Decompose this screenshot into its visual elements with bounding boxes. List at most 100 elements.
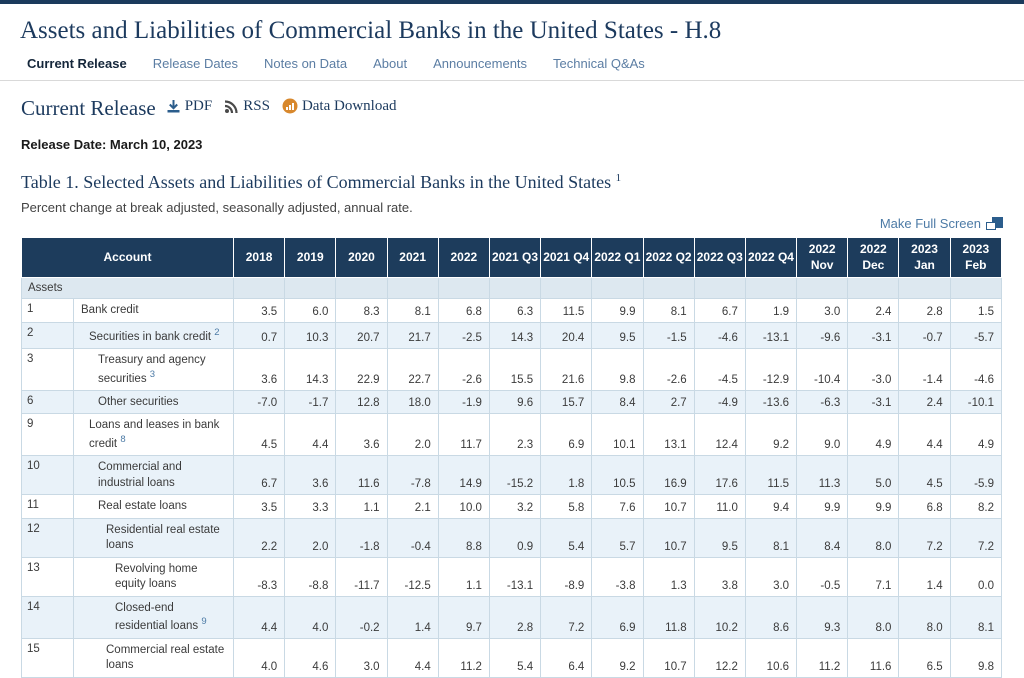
value-cell: -0.4 — [386, 517, 439, 558]
footnote-link[interactable]: 3 — [149, 368, 156, 380]
tab-technical-q-as[interactable]: Technical Q&As — [553, 56, 645, 71]
value-cell: 2.0 — [284, 517, 337, 558]
value-cell: 14.3 — [284, 348, 337, 391]
value-cell: -9.6 — [796, 321, 849, 350]
value-cell: 2.8 — [898, 298, 951, 323]
value-cell: 21.6 — [540, 348, 593, 391]
table-row-closed-end-residential-loans: 14 Closed-end residential loans 9 4.4 4.0 -0… — [21, 595, 1003, 639]
value-cell: 10.1 — [591, 413, 644, 457]
value-cell: -13.1 — [488, 556, 542, 597]
value-cell: 1.4 — [386, 595, 439, 639]
table-row-treasury-and-agency-securities: 3 Treasury and agency securities 3 3.6 14.3… — [21, 348, 1003, 391]
value-cell: 4.4 — [898, 413, 951, 457]
value-cell: 3.8 — [693, 556, 746, 597]
value-cell: 10.7 — [642, 517, 695, 558]
data-download-link[interactable]: Data Download — [282, 98, 397, 115]
account-cell: Bank credit — [73, 298, 234, 323]
tab-release-dates[interactable]: Release Dates — [152, 56, 238, 71]
value-cell: 8.6 — [744, 595, 798, 639]
value-cell: 3.6 — [335, 413, 388, 457]
value-cell: 8.4 — [591, 389, 644, 415]
value-cell: -15.2 — [488, 455, 542, 496]
value-cell: 11.2 — [796, 637, 849, 678]
value-cell: -4.6 — [949, 348, 1003, 391]
data-download-label: Data Download — [301, 97, 397, 114]
value-cell: 1.9 — [744, 298, 798, 323]
make-full-screen-link[interactable]: Make Full Screen — [880, 216, 1003, 231]
value-cell: 11.0 — [693, 494, 746, 519]
row-number-cell: 10 — [21, 455, 74, 496]
footnote-link[interactable]: 9 — [201, 616, 207, 628]
value-cell: 2.7 — [642, 389, 695, 415]
value-cell: -3.0 — [847, 348, 900, 391]
value-cell: -11.7 — [335, 556, 388, 597]
value-cell: 9.3 — [796, 595, 849, 639]
table-row-real-estate-loans: 11 Real estate loans 3.5 3.3 1.1 2.1 10.0 3.2 5.… — [21, 494, 1003, 519]
title-footnote-link[interactable]: 1 — [615, 172, 622, 184]
value-cell: -4.9 — [693, 389, 746, 415]
pdf-link[interactable]: PDF — [166, 98, 212, 115]
footnote-link[interactable]: 8 — [120, 433, 126, 445]
value-cell: 5.0 — [847, 455, 900, 496]
col-header-2022-q4: 2022 Q4 — [744, 236, 798, 279]
value-cell: 6.5 — [898, 637, 951, 678]
download-icon — [166, 99, 181, 114]
value-cell: 7.1 — [847, 556, 900, 597]
section-empty-cell — [693, 277, 746, 300]
tab-announcements[interactable]: Announcements — [433, 56, 528, 71]
value-cell: 4.4 — [284, 413, 337, 457]
value-cell: 5.8 — [540, 494, 593, 519]
value-cell: 22.7 — [386, 348, 439, 391]
section-label: Assets — [21, 277, 234, 300]
footnote-link[interactable]: 2 — [214, 326, 220, 338]
value-cell: 9.0 — [796, 413, 849, 457]
table-row-commercial-real-estate-loans: 15 Commercial real estate loans 4.0 4.6 3.0 4… — [21, 637, 1003, 678]
table-row-bank-credit: 1 Bank credit 3.5 6.0 8.3 8.1 6.8 6.3 11.5 9.9 8.1… — [21, 298, 1003, 323]
section-empty-cell — [540, 277, 593, 300]
rss-icon — [224, 99, 239, 114]
value-cell: 7.2 — [898, 517, 951, 558]
value-cell: 3.0 — [796, 298, 849, 323]
value-cell: -3.1 — [847, 389, 900, 415]
value-cell: 9.5 — [591, 321, 644, 350]
table-row-securities-in-bank-credit: 2 Securities in bank credit 2 0.7 10.3 20.7 2… — [21, 321, 1003, 350]
account-cell: Commercial and industrial loans — [73, 455, 234, 496]
value-cell: -7.8 — [386, 455, 439, 496]
value-cell: 11.5 — [744, 455, 798, 496]
value-cell: 1.1 — [335, 494, 388, 519]
table-title: Table 1. Selected Assets and Liabilities… — [21, 172, 622, 192]
divider — [0, 80, 1024, 81]
col-header-2021-q4: 2021 Q4 — [540, 236, 593, 279]
value-cell: -4.5 — [693, 348, 746, 391]
value-cell: 3.5 — [232, 494, 286, 519]
value-cell: 21.7 — [386, 321, 439, 350]
col-header-2018: 2018 — [232, 236, 286, 279]
value-cell: 8.1 — [744, 517, 798, 558]
value-cell: 2.8 — [488, 595, 542, 639]
value-cell: 3.5 — [232, 298, 286, 323]
tab-current-release[interactable]: Current Release — [27, 56, 127, 71]
value-cell: 7.6 — [591, 494, 644, 519]
col-header-2023-feb: 2023 Feb — [949, 236, 1003, 279]
section-empty-cell — [744, 277, 798, 300]
value-cell: 11.6 — [335, 455, 388, 496]
rss-link[interactable]: RSS — [224, 98, 270, 115]
value-cell: 6.9 — [540, 413, 593, 457]
value-cell: 10.2 — [693, 595, 746, 639]
value-cell: 12.4 — [693, 413, 746, 457]
value-cell: 11.7 — [437, 413, 490, 457]
tab-notes-on-data[interactable]: Notes on Data — [264, 56, 348, 71]
value-cell: 5.4 — [488, 637, 542, 678]
value-cell: 11.6 — [847, 637, 900, 678]
value-cell: 9.9 — [591, 298, 644, 323]
value-cell: 8.0 — [847, 595, 900, 639]
value-cell: 1.4 — [898, 556, 951, 597]
section-empty-cell — [949, 277, 1003, 300]
tab-about[interactable]: About — [373, 56, 408, 71]
row-number-cell: 1 — [21, 298, 74, 323]
value-cell: 5.7 — [591, 517, 644, 558]
top-accent-bar — [0, 0, 1024, 4]
account-cell: Other securities — [73, 389, 234, 415]
row-number-cell: 2 — [21, 321, 74, 350]
account-cell: Closed-end residential loans 9 — [73, 595, 234, 639]
